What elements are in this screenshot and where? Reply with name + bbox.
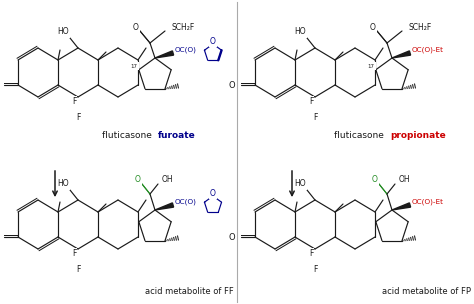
Polygon shape [392,203,410,210]
Text: OC(O): OC(O) [175,47,197,53]
Text: OC(O)-Et: OC(O)-Et [412,47,444,53]
Polygon shape [155,51,173,58]
Text: acid metabolite of FF: acid metabolite of FF [145,288,234,296]
Text: propionate: propionate [390,130,446,140]
Text: O: O [370,22,376,32]
Text: O: O [228,81,235,89]
Text: HO: HO [57,27,69,36]
Text: OH: OH [162,175,173,185]
Polygon shape [155,203,173,210]
Text: fluticasone: fluticasone [334,130,387,140]
Polygon shape [392,51,410,58]
Text: acid metabolite of FP: acid metabolite of FP [382,288,471,296]
Text: F: F [309,98,313,106]
Text: O: O [133,22,139,32]
Text: F: F [72,98,76,106]
Text: OH: OH [399,175,410,185]
Text: O: O [372,175,378,185]
Text: 17: 17 [130,64,137,68]
Text: SCH₂F: SCH₂F [172,22,195,32]
Text: F: F [313,264,317,274]
Text: 17: 17 [367,64,374,68]
Text: HO: HO [294,179,306,188]
Text: O: O [135,175,141,185]
Text: F: F [309,250,313,258]
Text: O: O [228,233,235,241]
Text: fluticasone: fluticasone [102,130,155,140]
Text: F: F [76,264,80,274]
Text: OC(O): OC(O) [175,199,197,205]
Text: F: F [72,250,76,258]
Text: O: O [210,188,216,198]
Text: HO: HO [294,27,306,36]
Text: SCH₂F: SCH₂F [409,22,432,32]
Text: furoate: furoate [158,130,196,140]
Text: F: F [76,112,80,122]
Text: O: O [210,36,216,46]
Text: HO: HO [57,179,69,188]
Text: F: F [313,112,317,122]
Text: OC(O)-Et: OC(O)-Et [412,199,444,205]
